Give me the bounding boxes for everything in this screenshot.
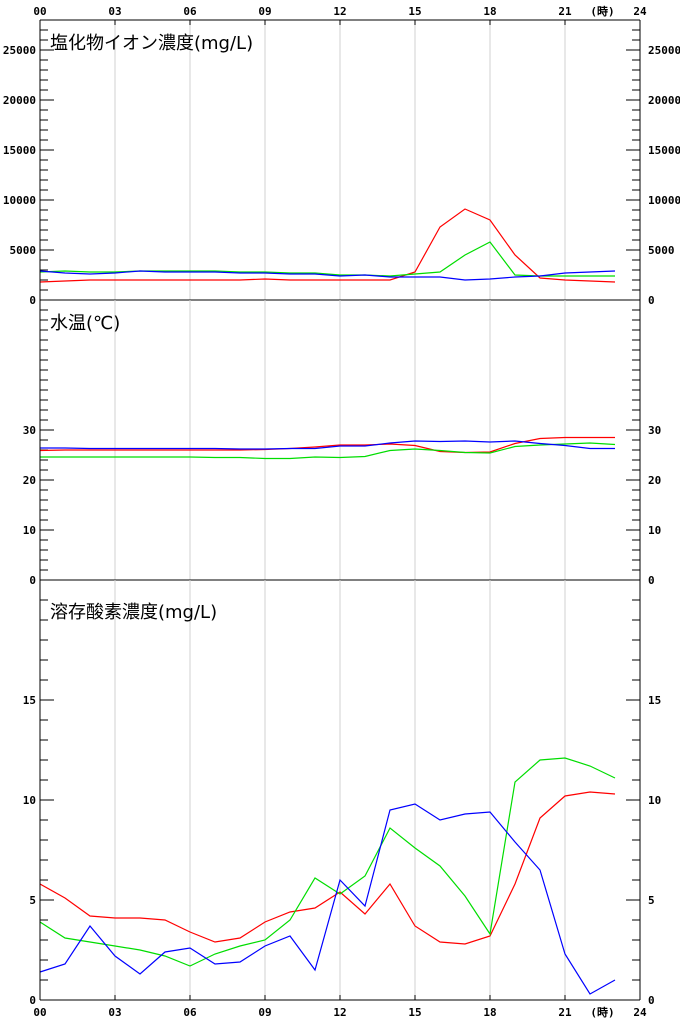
y-tick-label-left: 0 — [29, 574, 36, 587]
series-line-1 — [39, 208, 616, 283]
y-tick-label-right: 15 — [648, 694, 661, 707]
series-line-2 — [39, 757, 616, 967]
y-tick-label-left: 25000 — [3, 44, 36, 57]
panel-1 — [39, 19, 641, 301]
y-tick-label-right: 5000 — [648, 244, 675, 257]
x-tick-label-top: 09 — [258, 5, 271, 18]
x-tick-label-top: 24 — [633, 5, 647, 18]
x-tick-label-bottom: 18 — [483, 1006, 496, 1019]
x-tick-label-top: 03 — [108, 5, 121, 18]
x-tick-label-top: 06 — [183, 5, 197, 18]
x-tick-label-top: 00 — [33, 5, 46, 18]
series-line-1 — [39, 791, 616, 945]
y-tick-label-right: 10 — [648, 794, 661, 807]
y-tick-label-left: 15 — [23, 694, 36, 707]
panel-title: 塩化物イオン濃度(mg/L) — [50, 33, 253, 54]
y-tick-label-right: 0 — [648, 574, 655, 587]
series-line-3 — [39, 270, 616, 281]
panel-3 — [39, 580, 641, 1001]
y-tick-label-left: 10000 — [3, 194, 36, 207]
series-line-2 — [39, 241, 615, 277]
panel-title: 水温(℃) — [50, 313, 120, 334]
series-line-3 — [39, 803, 616, 995]
y-tick-label-left: 5000 — [10, 244, 37, 257]
x-tick-label-top: 15 — [408, 5, 421, 18]
panel-title: 溶存酸素濃度(mg/L) — [50, 602, 217, 623]
x-unit-label-bottom: (時) — [590, 1005, 614, 1019]
y-tick-label-right: 25000 — [648, 44, 680, 57]
x-tick-label-bottom: 12 — [333, 1006, 346, 1019]
x-tick-label-bottom: 09 — [258, 1006, 271, 1019]
y-tick-label-left: 10 — [23, 794, 36, 807]
y-tick-label-right: 20000 — [648, 94, 680, 107]
y-tick-label-left: 0 — [29, 994, 36, 1007]
x-tick-label-bottom: 06 — [183, 1006, 197, 1019]
x-tick-label-bottom: 03 — [108, 1006, 121, 1019]
x-tick-label-top: 18 — [483, 5, 496, 18]
y-tick-label-right: 5 — [648, 894, 655, 907]
x-tick-label-top: 12 — [333, 5, 346, 18]
y-tick-label-right: 0 — [648, 994, 655, 1007]
x-unit-label-top: (時) — [590, 4, 614, 18]
panel-2 — [39, 300, 641, 581]
y-tick-label-left: 10 — [23, 524, 36, 537]
y-tick-label-left: 0 — [29, 294, 36, 307]
y-tick-label-right: 15000 — [648, 144, 680, 157]
y-tick-label-left: 5 — [29, 894, 36, 907]
x-tick-label-bottom: 24 — [633, 1006, 647, 1019]
x-tick-label-bottom: 15 — [408, 1006, 421, 1019]
x-tick-label-bottom: 21 — [558, 1006, 572, 1019]
y-tick-label-right: 10000 — [648, 194, 680, 207]
series-line-1 — [39, 436, 615, 454]
y-tick-label-left: 30 — [23, 424, 36, 437]
series-line-2 — [40, 442, 616, 460]
y-tick-label-left: 20 — [23, 474, 36, 487]
y-tick-label-left: 20000 — [3, 94, 36, 107]
y-tick-label-right: 10 — [648, 524, 661, 537]
x-tick-label-bottom: 00 — [33, 1006, 46, 1019]
y-tick-label-right: 20 — [648, 474, 661, 487]
y-tick-label-left: 15000 — [3, 144, 36, 157]
x-tick-label-top: 21 — [558, 5, 572, 18]
series-line-3 — [40, 440, 615, 450]
y-tick-label-right: 30 — [648, 424, 661, 437]
y-tick-label-right: 0 — [648, 294, 655, 307]
